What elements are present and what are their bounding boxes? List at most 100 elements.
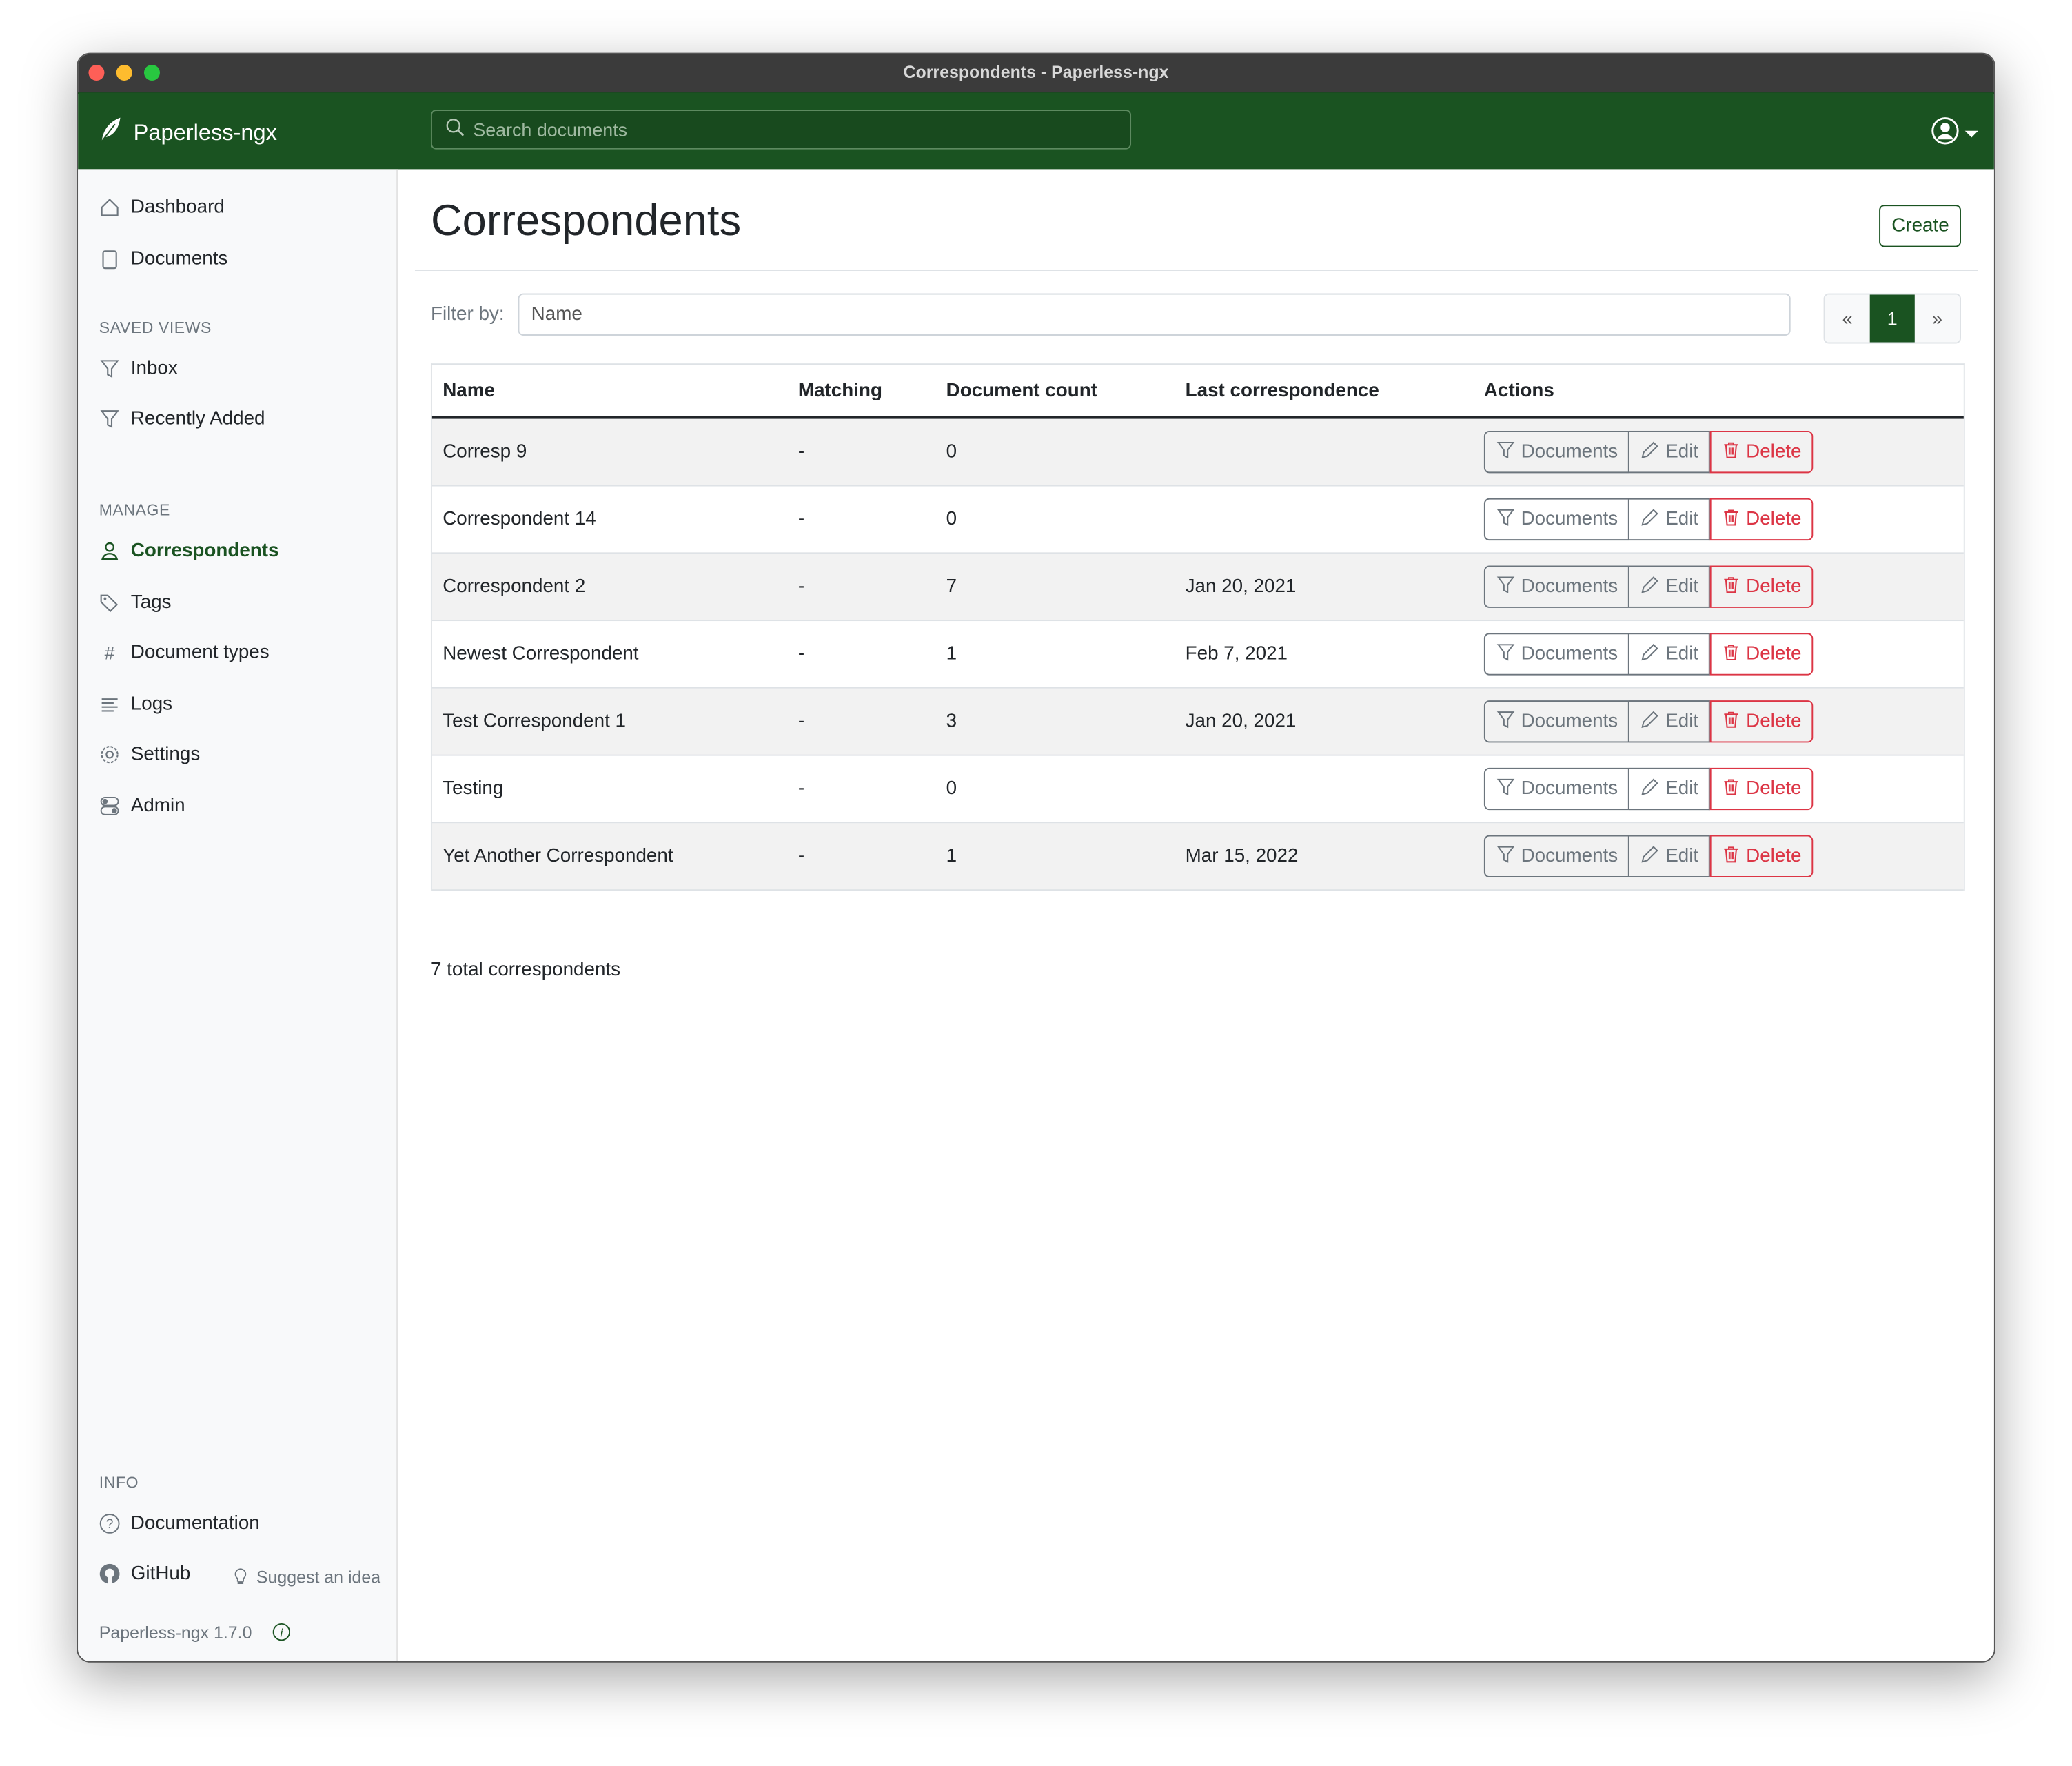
sidebar-item-github[interactable]: GitHub [99,1563,190,1585]
documents-button[interactable]: Documents [1483,498,1630,541]
previous-page-button[interactable]: « [1825,294,1870,343]
trash-icon [1723,574,1741,599]
documents-label: Documents [1521,509,1618,530]
manage-header: MANAGE [99,500,170,520]
github-icon [99,1563,121,1585]
delete-button[interactable]: Delete [1710,700,1814,743]
documents-button[interactable]: Documents [1483,430,1630,474]
column-header-name[interactable]: Name [443,380,495,401]
correspondents-table: Name Matching Document count Last corres… [430,363,1965,891]
sidebar-item-dashboard[interactable]: Dashboard [99,197,225,218]
edit-button[interactable]: Edit [1629,565,1711,608]
matching-value: - [798,711,805,733]
delete-label: Delete [1746,845,1802,867]
pencil-icon [1641,776,1660,801]
funnel-icon [1496,776,1516,801]
page-1-button[interactable]: 1 [1869,294,1915,343]
tags-icon [99,592,121,613]
matching-value: - [798,845,805,867]
sidebar-item-inbox[interactable]: Inbox [99,358,178,380]
documents-button[interactable]: Documents [1483,835,1630,877]
sidebar-item-documentation[interactable]: ? Documentation [99,1513,260,1534]
sidebar-item-label: Settings [130,744,201,766]
documents-button[interactable]: Documents [1483,700,1630,743]
documents-button[interactable]: Documents [1483,767,1630,811]
edit-button[interactable]: Edit [1629,498,1711,541]
edit-button[interactable]: Edit [1629,700,1711,743]
sidebar-item-logs[interactable]: Logs [99,693,172,715]
sidebar: Dashboard Documents SAVED VIEWS Inbox Re… [78,169,398,1661]
delete-label: Delete [1746,711,1802,733]
edit-button[interactable]: Edit [1629,430,1711,474]
funnel-icon [99,408,121,429]
sidebar-item-tags[interactable]: Tags [99,592,172,613]
trash-icon [1723,507,1741,531]
document-count: 3 [946,711,957,733]
delete-button[interactable]: Delete [1710,430,1814,474]
correspondent-name: Newest Correspondent [443,643,639,665]
sidebar-item-recently-added[interactable]: Recently Added [99,408,265,429]
total-count: 7 total correspondents [430,959,621,981]
filter-placeholder: Name [531,303,582,325]
sidebar-item-label: Tags [130,591,172,613]
info-header: INFO [99,1473,139,1492]
edit-button[interactable]: Edit [1629,633,1711,676]
delete-button[interactable]: Delete [1710,835,1814,877]
create-button[interactable]: Create [1880,205,1961,247]
table-row: Yet Another Correspondent - 1 Mar 15, 2022 D… [431,823,1964,891]
sidebar-item-documents[interactable]: Documents [99,248,227,270]
sidebar-item-settings[interactable]: Settings [99,744,200,765]
correspondent-name: Correspondent 2 [443,576,586,598]
sidebar-item-label: Documentation [130,1513,260,1534]
table-header-row: Name Matching Document count Last corres… [431,365,1964,419]
search-input[interactable]: Search documents [430,110,1132,150]
document-count: 1 [946,845,957,867]
sidebar-item-correspondents[interactable]: Correspondents [99,540,279,562]
next-page-button[interactable]: » [1914,294,1960,343]
delete-label: Delete [1746,441,1802,463]
suggest-idea-link[interactable]: Suggest an idea [230,1566,380,1587]
column-header-last-correspondence[interactable]: Last correspondence [1185,380,1379,401]
funnel-icon [99,358,121,380]
user-menu-button[interactable] [1931,116,1978,152]
correspondent-name: Testing [443,778,504,800]
column-header-matching[interactable]: Matching [798,380,882,401]
documents-button[interactable]: Documents [1483,633,1630,676]
documents-label: Documents [1521,643,1618,665]
delete-label: Delete [1746,778,1802,800]
delete-button[interactable]: Delete [1710,767,1814,811]
edit-button[interactable]: Edit [1629,835,1711,877]
matching-value: - [798,509,805,530]
trash-icon [1723,844,1741,869]
row-actions: Documents Edit Delete [1483,835,1814,877]
sidebar-item-label: Document types [130,642,270,664]
documents-label: Documents [1521,845,1618,867]
edit-label: Edit [1665,643,1699,665]
pencil-icon [1641,709,1660,734]
row-actions: Documents Edit Delete [1483,633,1814,676]
sidebar-item-admin[interactable]: Admin [99,795,185,817]
person-icon [99,540,121,562]
delete-button[interactable]: Delete [1710,498,1814,541]
column-header-document-count[interactable]: Document count [946,380,1097,401]
maximize-window-button[interactable] [143,64,160,81]
documents-button[interactable]: Documents [1483,565,1630,608]
edit-label: Edit [1665,509,1699,530]
pencil-icon [1641,844,1660,869]
pagination: « 1 » [1823,293,1961,344]
trash-icon [1723,709,1741,734]
delete-button[interactable]: Delete [1710,565,1814,608]
name-filter-input[interactable]: Name [518,293,1791,336]
close-window-button[interactable] [88,64,105,81]
sidebar-item-document-types[interactable]: # Document types [99,642,270,664]
top-navbar: Paperless-ngx Search documents [78,92,1994,170]
brand-link[interactable]: Paperless-ngx [99,116,277,150]
hash-icon: # [104,642,115,664]
edit-button[interactable]: Edit [1629,767,1711,811]
document-count: 0 [946,509,957,530]
pencil-icon [1641,574,1660,599]
minimize-window-button[interactable] [116,64,132,81]
info-circle-icon[interactable]: i [270,1621,292,1643]
delete-button[interactable]: Delete [1710,633,1814,676]
edit-label: Edit [1665,845,1699,867]
